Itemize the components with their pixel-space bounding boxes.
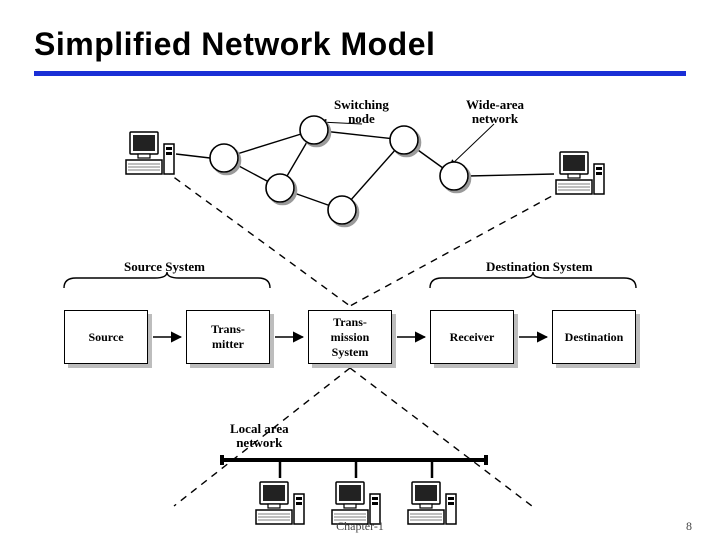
box-transmitter: Trans- mitter (186, 310, 270, 364)
footer-page: 8 (686, 519, 692, 534)
computer-top-right-icon (554, 150, 606, 198)
box-receiver: Receiver (430, 310, 514, 364)
label-source-system: Source System (124, 260, 205, 274)
label-local-area: Local area network (230, 422, 289, 449)
page-title: Simplified Network Model (34, 26, 686, 63)
braces (64, 272, 636, 288)
footer-chapter: Chapter-1 (336, 519, 384, 534)
computer-lan-a-icon (254, 480, 306, 528)
lan-bus (220, 455, 488, 478)
computer-top-left-icon (124, 130, 176, 178)
label-destination-system: Destination System (486, 260, 593, 274)
box-source: Source (64, 310, 148, 364)
box-transmission-system: Trans- mission System (308, 310, 392, 364)
title-rule (34, 71, 686, 76)
computer-lan-c-icon (406, 480, 458, 528)
diagram-stage: Switching node Wide-area network Source … (34, 110, 686, 520)
label-wide-area: Wide-area network (466, 98, 524, 125)
label-switching-node: Switching node (334, 98, 389, 125)
box-destination: Destination (552, 310, 636, 364)
